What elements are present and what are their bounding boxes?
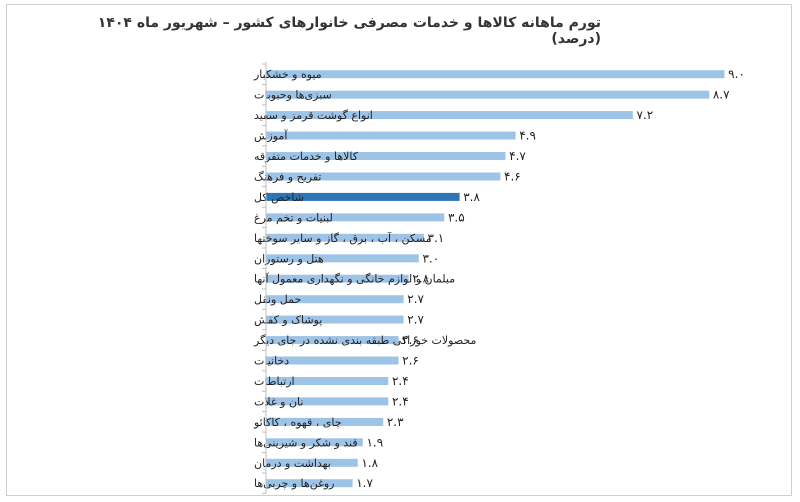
value-label-15: ۲.۴ [392, 374, 409, 388]
category-label-0: میوه و خشکبار [253, 68, 322, 81]
value-label-19: ۱.۸ [361, 456, 378, 470]
bar-9 [266, 254, 419, 263]
bar-15 [266, 377, 389, 385]
bar-3 [266, 131, 516, 140]
category-label-3: آموزش [254, 129, 288, 143]
bar-16 [266, 397, 389, 406]
value-label-4: ۴.۷ [509, 149, 526, 163]
bar-12 [266, 315, 404, 324]
value-label-13: ۲.۶ [402, 333, 419, 347]
value-label-2: ۷.۲ [636, 108, 653, 122]
category-label-19: بهداشت و درمان [254, 457, 331, 470]
category-label-13: محصولات خوراکی طبقه بندی نشده در جای دیگ… [253, 334, 476, 347]
category-label-20: روغن‌ها و چربی‌ها [254, 477, 334, 490]
bar-11 [266, 295, 404, 304]
bar-19 [266, 458, 358, 467]
category-label-14: دخانیات [254, 355, 289, 368]
category-label-5: تفریح و فرهنگ [254, 171, 321, 184]
category-label-2: انواع گوشت قرمز و سفید [254, 109, 373, 122]
bar-0 [266, 70, 725, 79]
value-label-0: ۹.۰ [728, 67, 745, 81]
bar-7 [266, 213, 445, 222]
category-label-16: نان و غلات [254, 395, 303, 408]
bar-1 [266, 90, 710, 99]
value-label-18: ۱.۹ [366, 435, 383, 449]
category-label-6: شاخص کل [254, 191, 304, 204]
bar-6 [266, 192, 460, 201]
category-label-15: ارتباطات [254, 375, 295, 388]
value-label-11: ۲.۷ [407, 292, 424, 306]
category-label-4: کالاها و خدمات متفرقه [254, 150, 359, 163]
value-label-20: ۱.۷ [356, 476, 373, 490]
value-label-14: ۲.۶ [402, 354, 419, 368]
category-label-11: حمل ونقل [254, 293, 301, 306]
bar-14 [266, 356, 399, 365]
value-label-12: ۲.۷ [407, 313, 424, 327]
value-label-7: ۳.۵ [448, 210, 465, 224]
value-label-10: ۲.۸ [412, 272, 429, 286]
chart-title: تورم ماهانه کالاها و خدمات مصرفی خانواره… [97, 15, 601, 47]
category-label-12: پوشاک و کفش [254, 314, 322, 327]
category-label-9: هتل و رستوران [254, 252, 324, 265]
value-label-3: ۴.۹ [519, 129, 536, 143]
bar-20 [266, 479, 353, 488]
value-label-17: ۲.۳ [387, 415, 404, 429]
category-label-7: لبنیات و تخم مرغ [254, 211, 333, 224]
bar-17 [266, 417, 384, 426]
bar-2 [266, 111, 633, 120]
value-label-5: ۴.۶ [504, 170, 521, 184]
bar-18 [266, 438, 363, 447]
bar-8 [266, 233, 424, 242]
bar-5 [266, 172, 501, 181]
bar-13 [266, 336, 399, 345]
category-label-1: سبزی‌ها وحبوبات [254, 89, 332, 102]
category-label-10: مبلمان و لوازم خانگی و نگهداری معمول آنه… [254, 272, 455, 286]
value-label-16: ۲.۴ [392, 394, 409, 408]
category-label-17: چای ، قهوه ، کاکائو [253, 416, 342, 429]
chart-frame: تورم ماهانه کالاها و خدمات مصرفی خانواره… [6, 4, 792, 496]
bar-10 [266, 274, 409, 283]
value-label-6: ۳.۸ [463, 190, 480, 204]
value-label-8: ۳.۱ [428, 231, 445, 245]
value-label-1: ۸.۷ [713, 88, 730, 102]
category-label-18: قند و شکر و شیرینی‌ها [254, 436, 358, 449]
bar-4 [266, 152, 506, 160]
category-label-8: مسکن ، آب ، برق ، گاز و سایر سوختها [254, 231, 432, 245]
value-label-9: ۳.۰ [422, 251, 439, 265]
